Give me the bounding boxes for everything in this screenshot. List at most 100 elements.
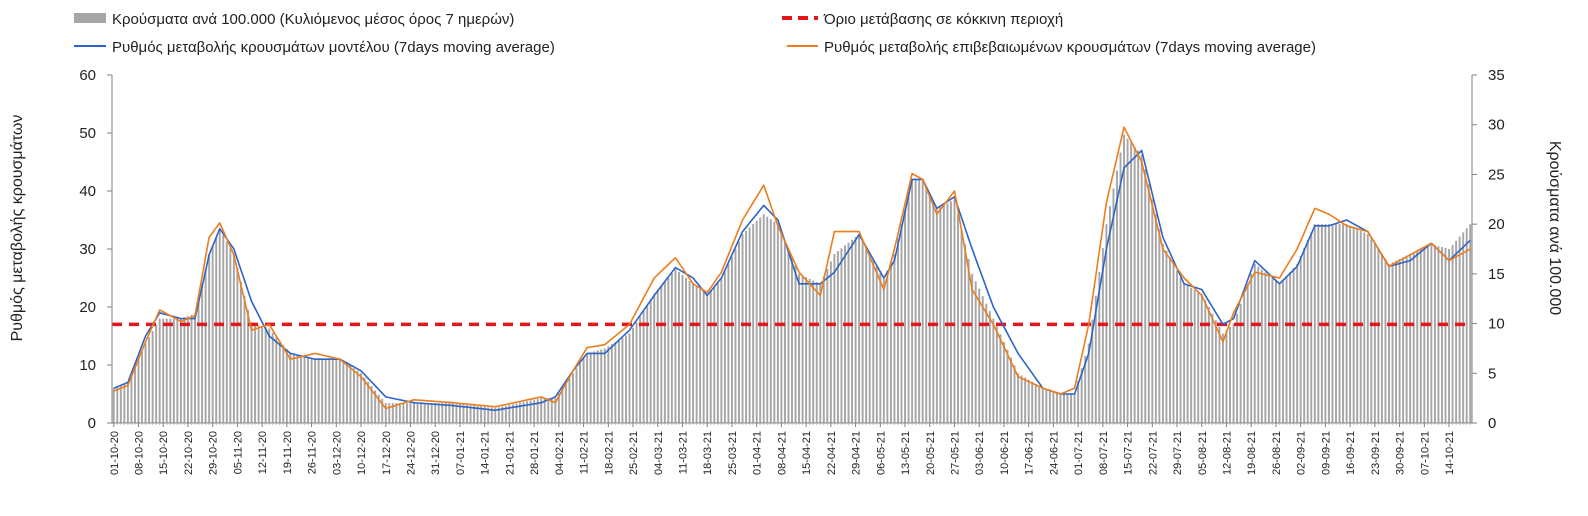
bar: [480, 406, 483, 423]
y-right-axis-title: Κρούσματα ανά 100.000: [1546, 141, 1563, 315]
bar: [1253, 263, 1256, 423]
bar: [808, 278, 811, 423]
bar: [278, 340, 281, 423]
bar: [292, 354, 295, 423]
bar: [179, 318, 182, 423]
bar: [1225, 330, 1228, 423]
x-tick-label: 10-06-21: [999, 431, 1011, 475]
bar: [727, 263, 730, 423]
bar: [1024, 377, 1027, 423]
bar: [1013, 365, 1016, 423]
bar: [296, 354, 299, 423]
bar: [653, 293, 656, 423]
bar: [1204, 300, 1207, 423]
bar: [261, 326, 264, 423]
bar: [501, 406, 504, 423]
bar: [642, 310, 645, 423]
bar: [907, 194, 910, 423]
bar: [473, 405, 476, 423]
bar: [1402, 257, 1405, 423]
bar: [144, 343, 147, 423]
x-tick-label: 14-01-21: [480, 431, 492, 475]
bar: [564, 383, 567, 423]
bar: [720, 278, 723, 423]
bar: [1080, 368, 1083, 423]
bar: [232, 253, 235, 423]
bar: [1066, 393, 1069, 423]
bar: [141, 351, 143, 423]
bar: [1119, 152, 1122, 424]
bar: [1306, 240, 1309, 423]
bar: [946, 203, 949, 423]
bar: [331, 358, 334, 423]
bar: [462, 404, 465, 423]
bar: [1370, 239, 1373, 423]
bar: [1161, 244, 1164, 423]
bar: [1317, 224, 1320, 423]
bar: [1289, 271, 1292, 423]
y-left-tick-label: 10: [79, 357, 96, 374]
x-tick-label: 22-07-21: [1147, 431, 1159, 475]
bar: [738, 241, 740, 423]
bar: [1303, 248, 1306, 423]
bar: [1246, 283, 1249, 423]
confirmed-series-line: [113, 126, 1471, 410]
x-tick-label: 21-01-21: [504, 431, 516, 475]
bar: [455, 403, 458, 423]
bar: [1063, 393, 1065, 423]
bar: [314, 358, 317, 423]
x-tick-label: 04-02-21: [554, 431, 566, 475]
bar: [533, 399, 536, 423]
x-tick-label: 19-08-21: [1246, 431, 1258, 475]
bar: [1140, 154, 1143, 424]
bar: [819, 283, 822, 423]
bar: [1176, 270, 1179, 423]
bar: [201, 283, 204, 423]
bar: [635, 322, 638, 423]
bar: [1380, 253, 1383, 423]
x-tick-label: 15-10-20: [158, 431, 170, 475]
bar: [639, 316, 642, 423]
bar: [875, 266, 878, 423]
bar: [1116, 170, 1118, 423]
bar: [596, 350, 599, 423]
y-right-tick-label: 30: [1488, 117, 1505, 134]
bar: [861, 240, 864, 423]
bar: [815, 282, 818, 423]
bar: [798, 273, 801, 423]
x-tick-label: 01-07-21: [1073, 431, 1085, 475]
bar: [614, 342, 617, 423]
bar: [568, 378, 571, 423]
bar: [130, 375, 133, 423]
bar: [381, 398, 384, 423]
bar: [628, 333, 631, 423]
y-right-tick-label: 25: [1488, 166, 1505, 183]
bar: [194, 313, 196, 423]
bar: [1451, 244, 1454, 423]
bar: [1027, 379, 1030, 423]
bar: [663, 281, 666, 423]
bar: [374, 390, 377, 423]
bar: [321, 358, 324, 423]
bar: [1366, 234, 1369, 423]
bar: [377, 394, 380, 423]
bar: [494, 408, 497, 423]
bar: [858, 234, 861, 423]
bar: [342, 360, 345, 423]
bar: [783, 240, 786, 423]
bar: [1147, 184, 1150, 423]
bar: [497, 407, 500, 423]
bar: [1158, 229, 1161, 423]
bar: [335, 358, 338, 423]
bar: [773, 221, 776, 423]
bar: [338, 358, 341, 423]
bar: [126, 383, 129, 423]
bar: [540, 398, 543, 423]
bar: [1154, 214, 1157, 423]
bar: [836, 251, 839, 423]
bar: [868, 253, 871, 423]
bar: [939, 207, 942, 423]
bar: [889, 262, 892, 423]
bar: [1073, 393, 1076, 423]
